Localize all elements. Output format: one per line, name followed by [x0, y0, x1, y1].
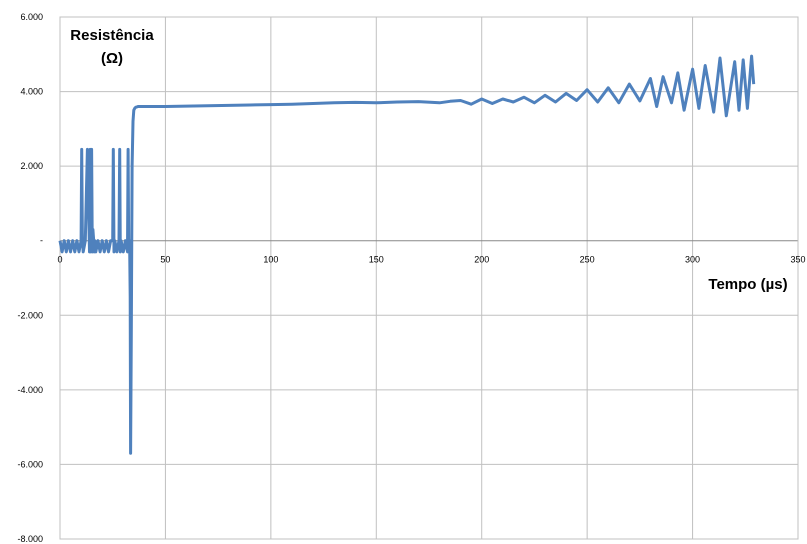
- x-tick-label: 300: [685, 255, 700, 265]
- y-tick-labels: 6.000 4.000 2.000 - -2.000 -4.000 -6.000 -8.000: [17, 12, 43, 544]
- y-tick-label: 2.000: [20, 161, 43, 171]
- x-tick-label: 250: [580, 255, 595, 265]
- y-tick-label: 6.000: [20, 12, 43, 22]
- y-tick-label: -8.000: [17, 534, 43, 544]
- x-tick-label: 150: [369, 255, 384, 265]
- y-tick-label: -2.000: [17, 310, 43, 320]
- y-axis-title: Resistência: [70, 27, 154, 44]
- x-tick-label: 100: [263, 255, 278, 265]
- x-axis-title: Tempo (µs): [708, 276, 787, 293]
- y-tick-label: 4.000: [20, 87, 43, 97]
- series-line: [58, 54, 756, 455]
- y-tick-label: -: [40, 236, 43, 246]
- plot-area-border: [59, 16, 799, 540]
- x-tick-label: 350: [790, 255, 805, 265]
- y-tick-label: -4.000: [17, 385, 43, 395]
- y-axis-unit: (Ω): [101, 50, 123, 67]
- x-tick-label: 50: [160, 255, 170, 265]
- x-tick-label: 200: [474, 255, 489, 265]
- gridlines: [59, 16, 799, 540]
- x-tick-label: 0: [57, 255, 62, 265]
- y-tick-label: -6.000: [17, 459, 43, 469]
- x-tick-labels: 0 50 100 150 200 250 300 350: [57, 255, 805, 265]
